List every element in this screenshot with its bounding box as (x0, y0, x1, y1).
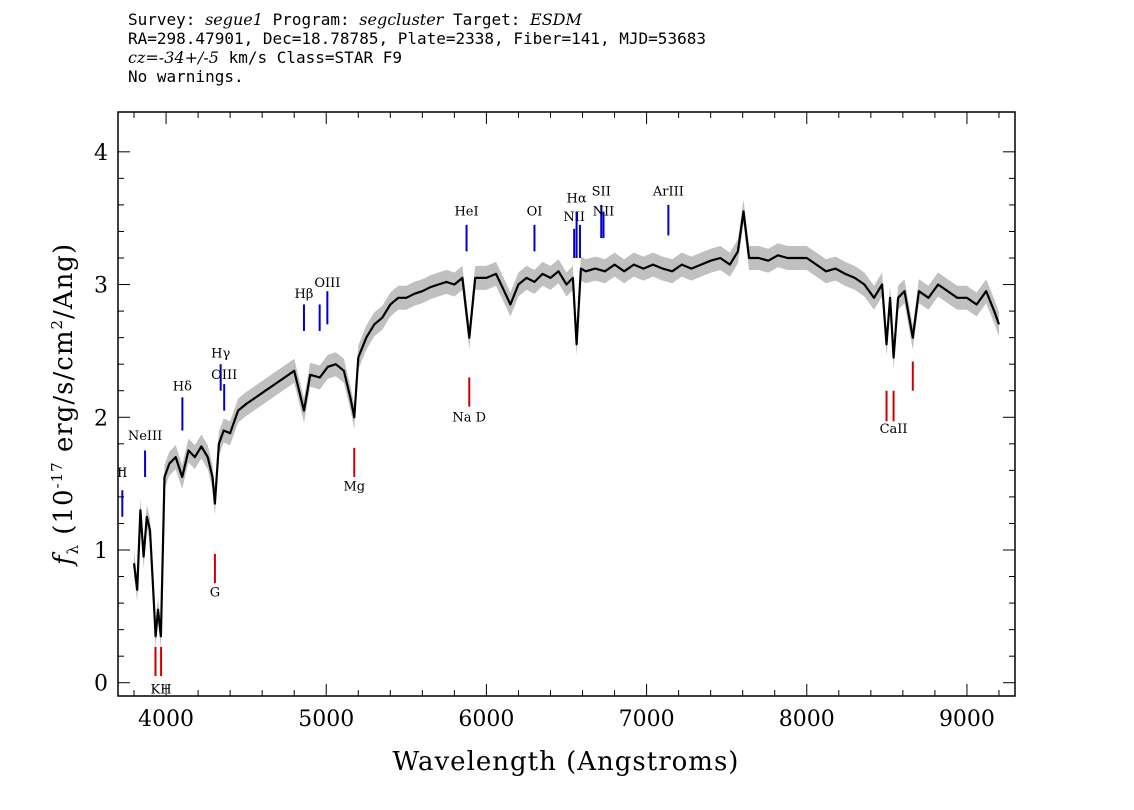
emission-line-label: Hγ (211, 347, 230, 362)
emission-line-label: Hβ (295, 287, 314, 302)
x-tick-label: 4000 (138, 707, 194, 732)
class-text: km/s Class=STAR F9 (218, 48, 402, 67)
plot-frame (117, 111, 1016, 697)
emission-line-label: HeI (454, 205, 478, 220)
header-warnings-line: No warnings. (128, 67, 244, 86)
x-tick-label: 6000 (458, 707, 514, 732)
emission-line-label: II (117, 466, 127, 481)
y-tick-label: 0 (94, 672, 108, 697)
program-value: segcluster (359, 10, 444, 29)
emission-line-label: OIII (314, 276, 340, 291)
y-tick-label: 3 (94, 274, 108, 299)
header-redshift-line: cz=-34+/-5 km/s Class=STAR F9 (128, 48, 706, 67)
absorption-line-label: KH (151, 682, 172, 697)
survey-value: segue1 (205, 10, 263, 29)
flux-line (132, 210, 1001, 638)
emission-line-label: Hα (567, 191, 587, 206)
survey-label: Survey: (128, 10, 206, 29)
x-axis-title: Wavelength (Angstroms) (393, 747, 740, 777)
emission-line-label: OIII (211, 368, 237, 383)
absorption-line-label: Na D (452, 410, 486, 425)
x-tick-label: 8000 (779, 707, 835, 732)
program-label: Program: (262, 10, 360, 29)
target-label: Target: (443, 10, 531, 29)
emission-line-label: Hδ (173, 380, 192, 395)
header-coordinates-line: RA=298.47901, Dec=18.78785, Plate=2338, … (128, 29, 706, 48)
error-band (134, 199, 999, 649)
emission-line-label: ArIII (652, 185, 684, 200)
emission-line-label: OI (527, 205, 543, 220)
x-tick-label: 5000 (298, 707, 354, 732)
emission-line-label: NII (563, 210, 585, 225)
emission-line-label: SII (592, 185, 611, 200)
y-axis-title: fλ (10-17 erg/s/cm2/Ang) (48, 243, 82, 567)
spectrum-header: Survey: segue1 Program: segcluster Targe… (128, 10, 706, 86)
absorption-line-label: G (210, 585, 220, 600)
cz-value: -34+/-5 (158, 48, 219, 67)
x-tick-label: 7000 (619, 707, 675, 732)
emission-line-label: NeIII (128, 429, 162, 444)
y-tick-label: 1 (94, 539, 108, 564)
emission-line-label: NII (593, 205, 615, 220)
absorption-line-label: Mg (343, 479, 365, 494)
y-tick-label: 4 (94, 141, 108, 166)
header-survey-line: Survey: segue1 Program: segcluster Targe… (128, 10, 706, 29)
absorption-line-label: CaII (880, 422, 908, 437)
x-tick-label: 9000 (939, 707, 995, 732)
cz-label: cz= (128, 48, 159, 67)
y-tick-label: 2 (94, 406, 108, 431)
target-value: ESDM (530, 10, 582, 29)
